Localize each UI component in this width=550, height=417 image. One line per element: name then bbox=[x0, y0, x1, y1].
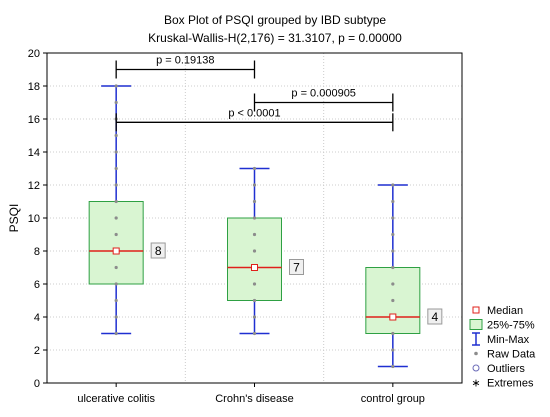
raw-data-point bbox=[114, 265, 118, 270]
p-value-label: p = 0.000905 bbox=[291, 88, 356, 100]
raw-data-point bbox=[252, 298, 257, 303]
raw-data-point bbox=[391, 232, 395, 237]
raw-data-point bbox=[391, 265, 395, 270]
median-marker bbox=[251, 264, 258, 271]
median-label-box bbox=[289, 259, 304, 275]
raw-data-point bbox=[114, 199, 118, 204]
raw-data-point bbox=[114, 84, 118, 88]
chart-subtitle: Kruskal-Wallis-H(2,176) = 31.3107, p = 0… bbox=[148, 31, 402, 45]
median-value-label: 8 bbox=[155, 244, 162, 258]
y-tick-label: 8 bbox=[34, 246, 40, 258]
raw-data-point bbox=[391, 249, 395, 253]
raw-data-point bbox=[114, 183, 118, 187]
legend-outlier-symbol bbox=[472, 364, 480, 372]
plot-frame bbox=[46, 52, 463, 384]
raw-data-point bbox=[114, 298, 118, 303]
legend: Median 25%-75% Min-Max Raw Data Outliers ∗ Ext… bbox=[469, 305, 536, 390]
legend-item: Min-Max bbox=[472, 332, 530, 346]
legend-item: Raw Data bbox=[474, 349, 536, 361]
raw-data-point bbox=[114, 133, 118, 138]
y-tick-label: 16 bbox=[28, 114, 40, 126]
raw-data-point bbox=[114, 282, 118, 286]
median-marker bbox=[112, 247, 120, 255]
legend-label: Outliers bbox=[487, 363, 525, 375]
y-axis-label: PSQI bbox=[7, 204, 21, 233]
x-tick-label: control group bbox=[361, 393, 425, 405]
raw-data-point bbox=[391, 298, 395, 303]
raw-data-point bbox=[252, 166, 257, 171]
raw-data-point bbox=[252, 249, 257, 253]
legend-median-symbol bbox=[472, 306, 480, 314]
raw-data-point bbox=[391, 282, 395, 286]
raw-data-point bbox=[391, 331, 395, 336]
y-tick-label: 18 bbox=[28, 81, 40, 93]
legend-extreme-symbol: ∗ bbox=[471, 378, 480, 390]
legend-label: Raw Data bbox=[487, 349, 536, 361]
legend-item: Median bbox=[472, 305, 523, 317]
raw-data-point bbox=[114, 232, 118, 237]
y-tick-label: 14 bbox=[28, 147, 40, 159]
x-tick-label: ulcerative colitis bbox=[77, 393, 155, 405]
median-marker bbox=[389, 313, 397, 321]
y-tick-label: 20 bbox=[28, 48, 40, 60]
raw-data-point bbox=[252, 183, 257, 187]
legend-box-symbol bbox=[469, 319, 483, 330]
box-group: 8 bbox=[88, 84, 166, 336]
raw-data-point bbox=[391, 364, 395, 369]
x-tick-label: Crohn's disease bbox=[215, 393, 294, 405]
comparison-bracket: p = 0.19138 bbox=[115, 55, 256, 79]
raw-data-point bbox=[114, 216, 118, 220]
iqr-box bbox=[227, 217, 282, 301]
raw-data-point bbox=[391, 183, 395, 187]
y-tick-label: 6 bbox=[34, 279, 40, 291]
p-value-label: p = 0.19138 bbox=[156, 55, 214, 67]
comparison-bracket: p = 0.000905 bbox=[253, 88, 394, 112]
legend-item: ∗ Extremes bbox=[471, 378, 534, 390]
raw-data-point bbox=[114, 315, 118, 319]
box-group: 4 bbox=[365, 183, 443, 369]
raw-data-point bbox=[391, 199, 395, 204]
raw-data-point bbox=[252, 331, 257, 336]
raw-data-point bbox=[114, 331, 118, 336]
box-group: 7 bbox=[227, 166, 304, 336]
median-value-label: 7 bbox=[293, 261, 300, 275]
plot-area: 0 2 4 6 8 10 12 14 16 18 20 ulcerative colitis Crohn… bbox=[28, 48, 463, 405]
raw-data-point bbox=[391, 216, 395, 220]
chart-title: Box Plot of PSQI grouped by IBD subtype bbox=[164, 13, 386, 27]
iqr-box bbox=[88, 201, 144, 285]
raw-data-point bbox=[252, 216, 257, 220]
y-tick-label: 12 bbox=[28, 180, 40, 192]
raw-data-point bbox=[114, 166, 118, 171]
legend-label: 25%-75% bbox=[487, 320, 535, 332]
raw-data-point bbox=[391, 348, 395, 352]
y-tick-label: 4 bbox=[34, 312, 40, 324]
median-label-box bbox=[150, 242, 166, 259]
raw-data-point bbox=[252, 282, 257, 286]
legend-item: 25%-75% bbox=[469, 319, 535, 332]
p-value-label: p < 0.0001 bbox=[228, 107, 280, 119]
raw-data-point bbox=[114, 150, 118, 154]
raw-data-point bbox=[252, 232, 257, 237]
y-tick-label: 0 bbox=[34, 378, 40, 390]
legend-label: Extremes bbox=[487, 378, 534, 390]
legend-label: Min-Max bbox=[487, 334, 530, 346]
median-value-label: 4 bbox=[431, 310, 438, 324]
raw-data-point bbox=[252, 199, 257, 204]
y-tick-label: 2 bbox=[34, 345, 40, 357]
legend-label: Median bbox=[487, 305, 523, 317]
y-tick-label: 10 bbox=[28, 213, 40, 225]
legend-raw-symbol bbox=[474, 351, 478, 356]
raw-data-point bbox=[114, 100, 118, 105]
legend-item: Outliers bbox=[472, 363, 525, 375]
comparison-bracket: p < 0.0001 bbox=[115, 107, 394, 132]
raw-data-point bbox=[252, 315, 257, 319]
median-label-box bbox=[427, 308, 443, 325]
